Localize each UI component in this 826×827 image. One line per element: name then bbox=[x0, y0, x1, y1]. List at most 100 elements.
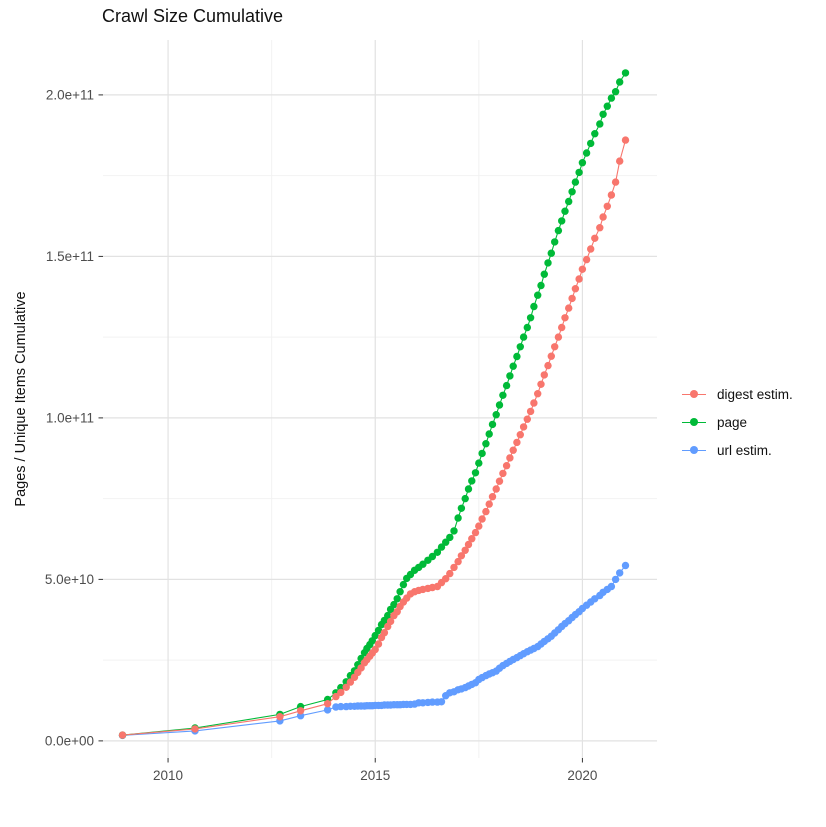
data-point bbox=[568, 188, 576, 196]
data-point bbox=[565, 304, 573, 312]
data-point bbox=[519, 333, 528, 341]
data-point bbox=[607, 582, 616, 591]
data-point bbox=[499, 469, 507, 478]
data-point bbox=[516, 431, 524, 439]
data-point bbox=[450, 563, 458, 572]
data-point bbox=[571, 285, 580, 293]
data-point bbox=[571, 178, 580, 186]
data-point bbox=[495, 401, 504, 409]
data-point bbox=[485, 500, 493, 508]
data-point bbox=[544, 259, 552, 267]
data-point bbox=[599, 213, 607, 221]
series-line bbox=[122, 139, 627, 736]
data-point bbox=[502, 462, 511, 470]
data-point bbox=[433, 548, 442, 556]
data-point bbox=[587, 245, 595, 253]
data-point bbox=[578, 265, 587, 273]
y-tick-label: 1.5e+11 bbox=[46, 249, 94, 264]
data-point bbox=[506, 454, 514, 462]
data-point bbox=[337, 702, 345, 711]
data-point bbox=[393, 595, 401, 603]
data-point bbox=[607, 191, 616, 199]
data-point bbox=[540, 371, 548, 379]
data-point bbox=[488, 493, 497, 501]
data-point bbox=[118, 731, 127, 739]
data-point bbox=[554, 333, 563, 341]
data-point bbox=[457, 552, 466, 560]
data-point bbox=[611, 575, 620, 584]
data-point bbox=[616, 569, 624, 577]
data-point bbox=[471, 469, 480, 477]
data-point bbox=[561, 314, 569, 322]
data-point bbox=[591, 234, 599, 242]
data-point bbox=[547, 249, 555, 257]
data-point bbox=[530, 399, 538, 407]
data-point bbox=[551, 343, 559, 351]
data-point bbox=[468, 535, 476, 543]
legend-marker-digest-icon bbox=[682, 389, 706, 399]
data-point bbox=[390, 600, 398, 609]
data-point bbox=[461, 546, 469, 554]
y-tick-label: 1.0e+11 bbox=[46, 410, 94, 425]
data-point bbox=[384, 611, 392, 620]
data-point bbox=[607, 94, 616, 102]
data-point bbox=[492, 485, 500, 493]
data-point bbox=[396, 588, 404, 596]
data-point bbox=[428, 552, 437, 561]
data-point bbox=[323, 700, 332, 708]
data-point bbox=[399, 580, 408, 589]
data-point bbox=[534, 390, 542, 398]
data-point bbox=[599, 110, 607, 119]
legend-item-url-estim: url estim. bbox=[682, 436, 793, 464]
data-point bbox=[475, 459, 483, 467]
data-point bbox=[191, 725, 199, 733]
data-point bbox=[534, 291, 542, 299]
y-tick-label: 5.0e+10 bbox=[45, 572, 94, 587]
data-point bbox=[461, 494, 469, 503]
data-point bbox=[611, 88, 620, 96]
data-point bbox=[450, 527, 458, 535]
data-point bbox=[603, 202, 611, 210]
data-point bbox=[296, 707, 305, 715]
data-point bbox=[513, 438, 521, 447]
legend-marker-page-icon bbox=[682, 417, 706, 427]
data-point bbox=[516, 343, 524, 351]
data-point bbox=[509, 362, 517, 370]
data-point bbox=[446, 533, 454, 542]
data-point bbox=[596, 224, 604, 232]
data-point bbox=[464, 485, 473, 493]
data-point bbox=[544, 361, 552, 370]
data-point bbox=[621, 136, 630, 144]
data-point bbox=[565, 197, 573, 206]
data-point bbox=[468, 477, 476, 485]
data-point bbox=[603, 102, 611, 110]
data-point bbox=[509, 446, 517, 454]
data-point bbox=[540, 270, 548, 278]
data-point bbox=[621, 561, 630, 570]
data-point bbox=[437, 543, 446, 551]
data-point bbox=[582, 255, 591, 264]
data-point bbox=[537, 380, 545, 388]
data-point bbox=[568, 294, 576, 303]
data-point bbox=[482, 440, 490, 448]
data-point bbox=[547, 352, 555, 360]
data-point bbox=[478, 449, 486, 458]
data-point bbox=[464, 540, 473, 549]
legend-label: digest estim. bbox=[717, 386, 793, 402]
data-point bbox=[558, 217, 566, 225]
data-point bbox=[519, 423, 528, 431]
data-point bbox=[523, 415, 531, 423]
y-tick-label: 2.0e+11 bbox=[46, 87, 94, 102]
chart-title: Crawl Size Cumulative bbox=[102, 6, 284, 26]
data-point bbox=[342, 683, 350, 691]
data-point bbox=[582, 149, 591, 157]
data-point bbox=[457, 504, 466, 512]
data-point bbox=[526, 407, 535, 416]
data-point bbox=[530, 302, 538, 311]
legend-item-page: page bbox=[682, 408, 793, 436]
data-point bbox=[492, 411, 500, 419]
data-point bbox=[526, 314, 535, 322]
data-point bbox=[478, 515, 486, 523]
data-point bbox=[437, 698, 446, 706]
